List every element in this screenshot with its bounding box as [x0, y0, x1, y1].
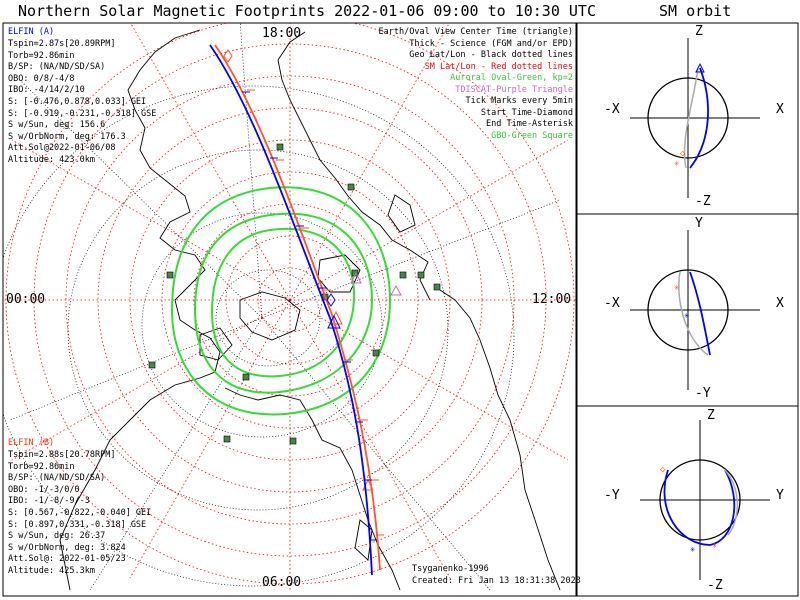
polar-map [3, 23, 576, 591]
orbit-panel-xy: ✳ ✳ [630, 230, 760, 390]
elfin-a-info-line: S: [-0.476,0.878,0.033] GEI [8, 96, 147, 107]
elfin-b-info-line: S w/OrbNorm, deg: 3.824 [8, 542, 126, 553]
coastlines [59, 29, 561, 591]
elfin-a-name: ELFIN (A) [8, 27, 55, 37]
svg-text:✳: ✳ [690, 545, 696, 555]
orbit-frame-yz [576, 405, 799, 597]
legend-item: Auroral Oval-Green, kp=2 [450, 73, 573, 83]
tdiscat-triangles [350, 271, 402, 296]
legend-item: GBO-Green Square [491, 130, 573, 141]
svg-text:✳: ✳ [712, 541, 718, 551]
legend-item: Thick - Science (FGM and/or EPD) [409, 38, 573, 49]
yz-right-label: Y [776, 488, 784, 503]
legend-item: TDISCAT-Purple Triangle [455, 84, 573, 95]
legend-item: Tick Marks every 5min [465, 96, 573, 106]
elfin-b-info-line: Altitude: 425.3km [8, 565, 95, 576]
elfin-b-info: Tspin=2.88s[20.78RPM] Torb=92.86min B/SP: … [8, 450, 151, 578]
legend-item: Geo Lat/Lon - Black dotted lines [409, 50, 573, 60]
legend: Earth/Oval View Center Time (triangle) Th… [379, 27, 573, 142]
elfin-b-info-line: Tspin=2.88s[20.78RPM] [8, 450, 116, 460]
orbit-title: SM orbit [659, 2, 732, 20]
elfin-a-info-line: S: [-0.919,-0.231,-0.318] GSE [8, 108, 157, 119]
elfin-b-name: ELFIN (B) [8, 438, 55, 448]
elfin-a-track [209, 44, 377, 576]
auroral-oval [170, 186, 392, 416]
elfin-b-info-line: IBO: -1/-8/-9/-3 [8, 496, 90, 507]
map-frame [2, 22, 577, 597]
elfin-a-info-line: S w/OrbNorm, deg: 176.3 [8, 131, 126, 142]
model-label: Tsyganenko-1996 [412, 564, 489, 574]
xz-left-label: -X [604, 102, 620, 117]
svg-text:◇: ◇ [680, 149, 686, 159]
elfin-b-info-line: S: [0.567,-0.822,-0.040] GEI [8, 507, 152, 518]
elfin-a-info-line: Altitude: 423.0km [8, 154, 95, 165]
legend-item: SM Lat/Lon - Red dotted lines [424, 61, 573, 72]
legend-item: End Time-Asterisk [486, 119, 573, 129]
tick-top: 18:00 [262, 26, 302, 41]
elfin-b-info-line: Torb=92.86min [8, 461, 75, 472]
xz-bottom-label: -Z [695, 194, 711, 209]
svg-text:✳: ✳ [684, 311, 690, 321]
xy-bottom-label: -Y [695, 386, 711, 401]
orbit-panel-xz: ◇ ✳ [630, 38, 760, 198]
created-label: Created: Fri Jan 13 18:31:38 2023 [412, 576, 581, 586]
sm-lon-lines [3, 23, 576, 590]
tick-bottom: 06:00 [262, 575, 302, 590]
elfin-a-info-line: IBO: -4/14/2/10 [8, 85, 85, 96]
xy-right-label: X [776, 296, 784, 311]
xz-top-label: Z [695, 24, 703, 39]
yz-left-label: -Y [604, 488, 620, 503]
elfin-a-info-line: Tspin=2.87s[20.89RPM] [8, 39, 116, 49]
yz-bottom-label: -Z [707, 578, 723, 593]
elfin-b-track [214, 44, 384, 571]
elfin-a-info-line: Torb=92.86min [8, 50, 75, 61]
legend-item: Earth/Oval View Center Time (triangle) [378, 27, 573, 37]
orbit-panel-yz: ◇ ✳ ✳ [640, 420, 770, 580]
geo-grid [3, 23, 561, 591]
elfin-a-info-line: OBO: 0/8/-4/8 [8, 73, 75, 84]
tick-right: 12:00 [532, 292, 572, 307]
tick-left: 00:00 [6, 292, 46, 307]
svg-text:✳: ✳ [674, 159, 680, 169]
xy-top-label: Y [695, 216, 703, 231]
svg-text:◇: ◇ [660, 465, 666, 475]
elfin-b-info-line: Att.Sol@: 2022-01-05/23 [8, 554, 126, 565]
elfin-b-info-line: OBO: -1/-3/0/0 [8, 484, 80, 495]
xz-right-label: X [776, 102, 784, 117]
elfin-a-info-line: Att.Sol@2022-01-06/08 [8, 143, 116, 154]
plot-title: Northern Solar Magnetic Footprints 2022-… [18, 2, 596, 20]
svg-text:✳: ✳ [674, 283, 680, 293]
elfin-a-info-line: B/SP: (NA/ND/SD/SA) [8, 62, 106, 73]
elfin-b-info-line: S w/Sun, deg: 26.37 [8, 531, 106, 542]
elfin-a-info: Tspin=2.87s[20.89RPM] Torb=92.86min B/SP: … [8, 39, 156, 167]
elfin-a-info-line: S w/Sun, deg: 156.6 [8, 120, 106, 131]
yz-top-label: Z [707, 408, 715, 423]
legend-item: Start Time-Diamond [480, 107, 573, 118]
elfin-b-info-line: B/SP: (NA/ND/SD/SA) [8, 473, 106, 484]
elfin-b-info-line: S: [0.897,0.331,-0.318] GSE [8, 519, 147, 530]
xy-left-label: -X [604, 296, 620, 311]
